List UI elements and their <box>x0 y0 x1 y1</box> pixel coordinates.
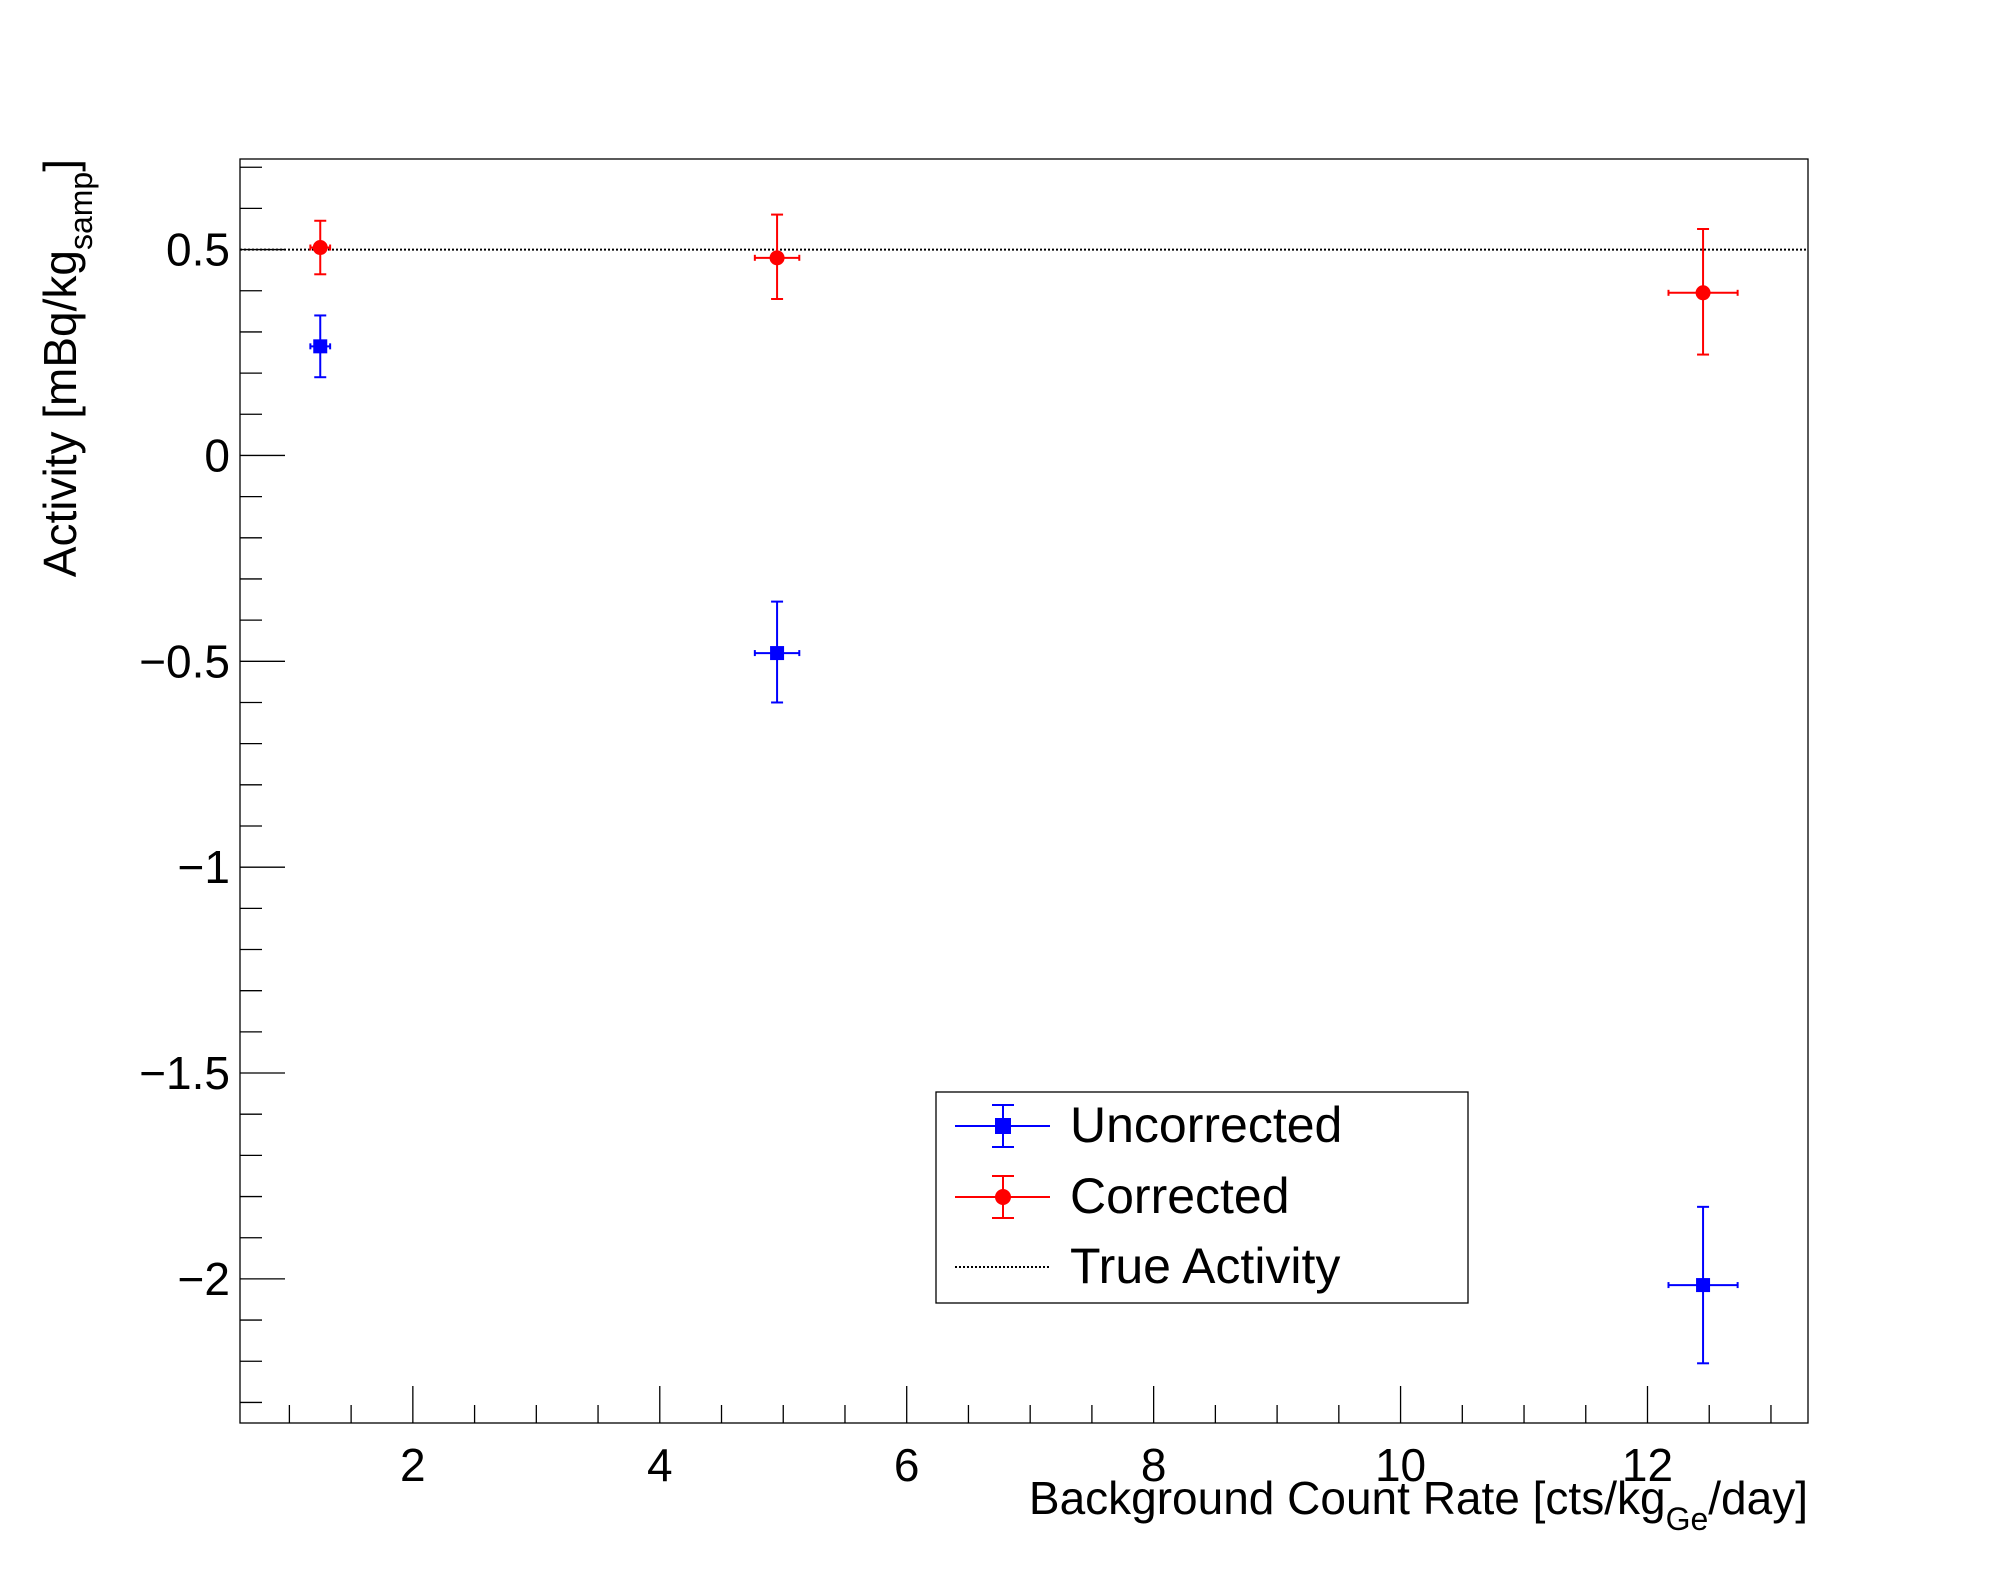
legend: Uncorrected Corrected True Activity <box>935 1091 1469 1304</box>
uncorrected-point <box>753 600 801 704</box>
uncorrected-square-marker <box>1696 1278 1711 1293</box>
x-tick-label: 6 <box>894 1439 920 1491</box>
uncorrected-square-marker <box>313 339 328 354</box>
y-tick-label: 0 <box>204 429 230 481</box>
corrected-point <box>1667 227 1739 356</box>
uncorrected-point <box>309 314 332 379</box>
plot-frame <box>239 158 1809 1424</box>
axis-ticks: 2 4 6 8 10 12 0.5 0 −0.5 −1 −1.5 −2 <box>139 166 1772 1491</box>
uncorrected-point <box>1667 1205 1739 1365</box>
legend-uncorrected-label: Uncorrected <box>1070 1097 1342 1153</box>
legend-corrected-marker <box>955 1175 1050 1219</box>
x-tick-label: 12 <box>1622 1439 1673 1491</box>
uncorrected-square-marker <box>770 646 785 661</box>
legend-corrected-label: Corrected <box>1070 1168 1290 1224</box>
y-tick-label: −2 <box>178 1253 230 1305</box>
corrected-circle-marker <box>1695 285 1711 301</box>
y-tick-label: 0.5 <box>166 224 230 276</box>
legend-true-activity-label: True Activity <box>1070 1238 1340 1294</box>
corrected-circle-marker <box>312 240 328 256</box>
data-points <box>309 213 1739 1365</box>
legend-uncorrected-marker <box>955 1104 1050 1148</box>
x-tick-label: 2 <box>400 1439 426 1491</box>
x-axis-label: Background Count Rate [cts/kgGe/day] <box>1029 1472 1808 1537</box>
y-tick-label: −0.5 <box>139 635 230 687</box>
x-tick-label: 4 <box>647 1439 673 1491</box>
corrected-point <box>753 213 801 300</box>
x-tick-label: 8 <box>1141 1439 1167 1491</box>
corrected-circle-marker <box>769 250 785 266</box>
corrected-point <box>309 219 332 276</box>
x-tick-label: 10 <box>1375 1439 1426 1491</box>
y-tick-label: −1.5 <box>139 1047 230 1099</box>
y-axis-label: Activity [mBq/kgsamp] <box>34 159 99 577</box>
y-tick-label: −1 <box>178 841 230 893</box>
